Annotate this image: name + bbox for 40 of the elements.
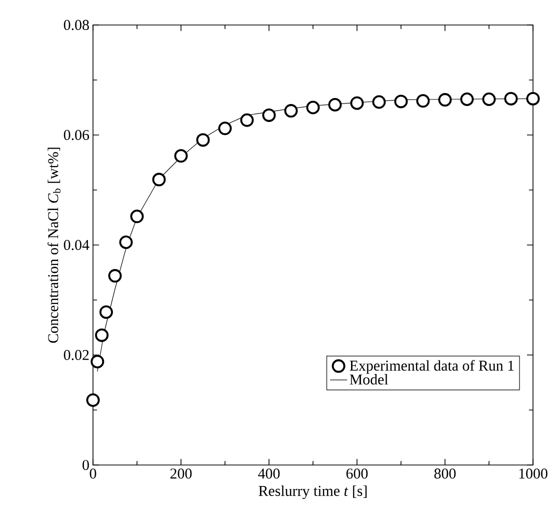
y-tick-label: 0.04 [64,240,90,250]
y-tick-label: 0 [82,460,89,470]
point [482,92,496,106]
x-tick-label: 0 [90,468,96,479]
y-tick-label: 0.06 [64,130,90,140]
point [438,93,452,107]
legend-label: Model [350,374,388,385]
point [119,236,133,250]
x-tick-label: 400 [258,468,280,479]
point [328,98,342,112]
point [108,269,122,283]
point [526,92,540,106]
x-tick-label: 800 [434,468,456,479]
point [90,354,104,368]
point [99,305,113,319]
point [284,104,298,118]
point [152,172,166,186]
point [504,92,518,106]
point [306,100,320,114]
point [86,393,100,407]
x-tick-label: 1000 [519,468,548,479]
y-tick-label: 0.08 [64,20,89,30]
legend-label: Experimental data of Run 1 [350,360,514,374]
y-axis-title: Concentration of NaCl C$_{b}$ [wt%] [48,148,60,343]
point [350,96,364,110]
point [196,133,210,147]
point [130,210,144,224]
point [416,94,430,108]
x-tick-label: 200 [170,468,192,479]
x-axis-title: Reslurry time t [s] [258,485,367,500]
x-tick-label: 600 [346,468,368,479]
point [460,92,474,106]
point [394,94,408,108]
y-tick-label: 0.02 [64,350,89,360]
point [262,108,276,122]
point [95,328,109,342]
point [372,95,386,109]
point [174,149,188,163]
point [240,113,254,127]
point [218,122,232,136]
